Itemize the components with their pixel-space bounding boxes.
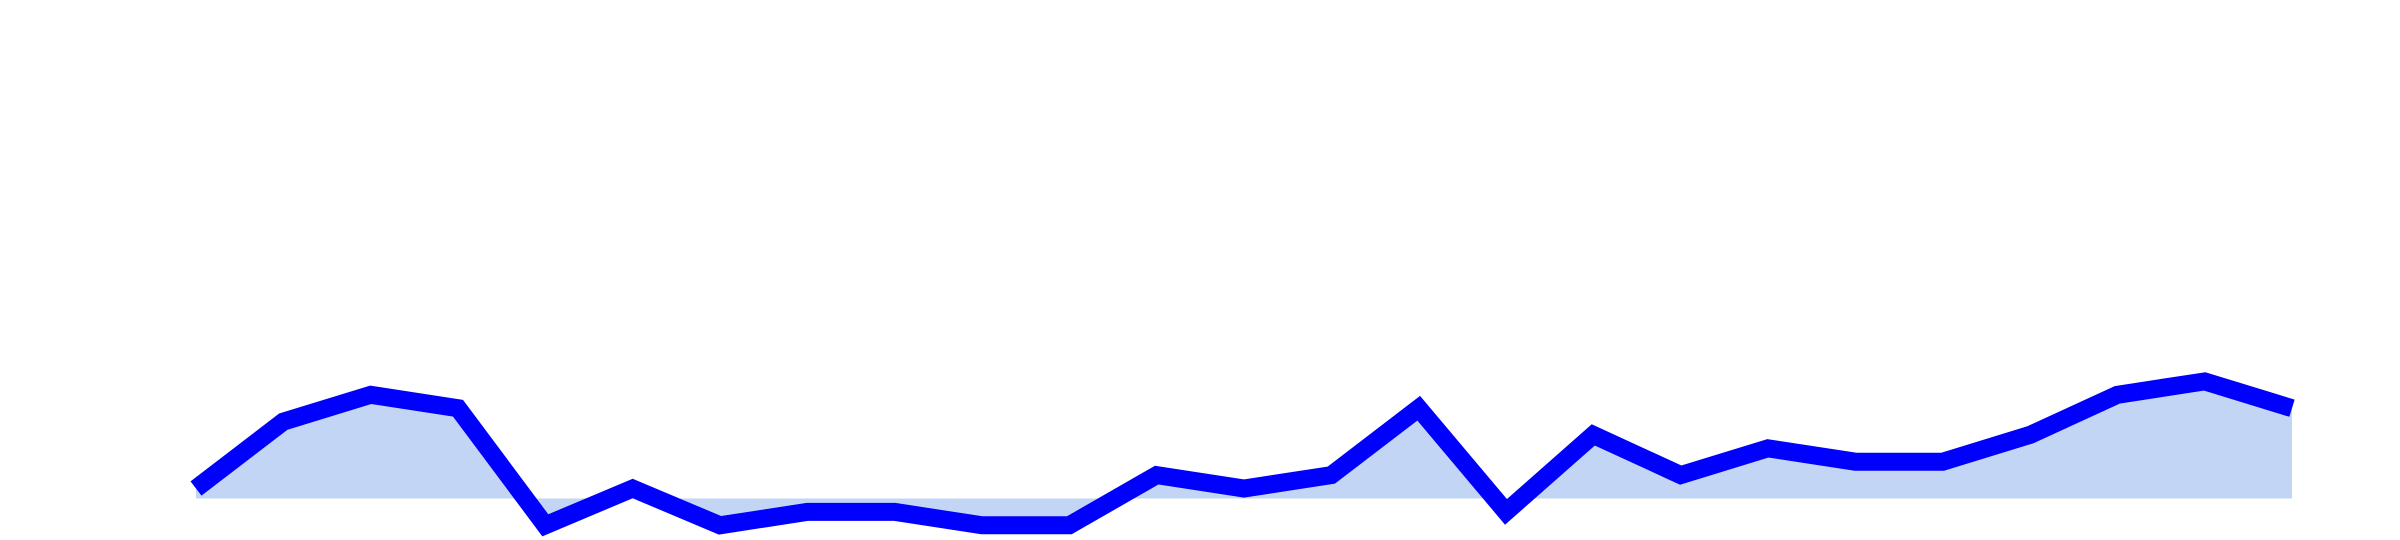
series-0-line (190, 372, 2295, 537)
series-0-area (196, 381, 2292, 526)
plot-area (190, 372, 2295, 537)
